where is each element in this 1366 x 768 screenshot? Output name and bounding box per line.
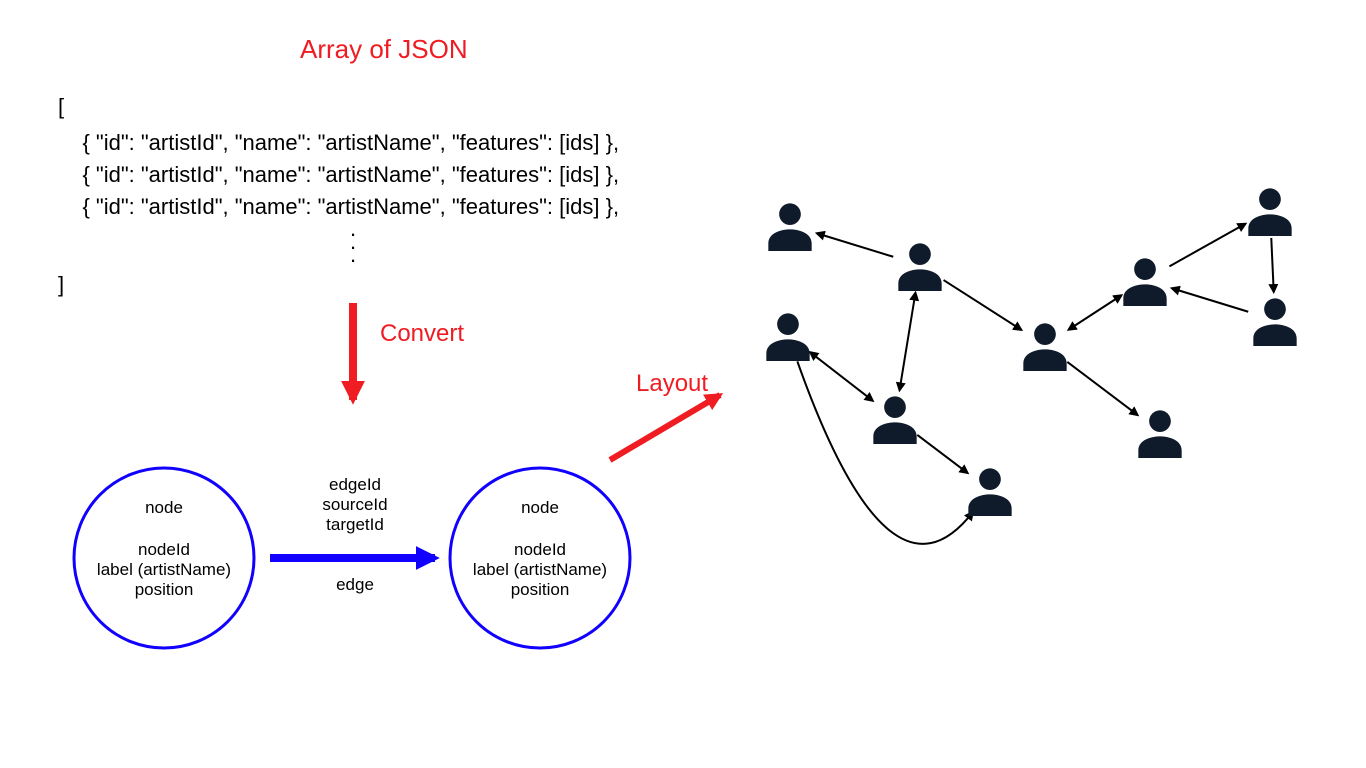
person-icon [968,468,1011,516]
person-icon [768,203,811,251]
person-icon [1023,323,1066,371]
network-edge [810,352,873,401]
network-edge [1068,295,1121,329]
person-icon [1138,410,1181,458]
person-icon [1253,298,1296,346]
person-icon [898,243,941,291]
diagram-svg [0,0,1366,768]
layout-arrow [610,395,720,460]
network-curved-edge [797,361,972,543]
node-right-circle [450,468,630,648]
person-icon [1123,258,1166,306]
person-icon [766,313,809,361]
network-edge [944,280,1022,330]
network-edge [1271,238,1273,292]
person-icon [1248,188,1291,236]
node-left-circle [74,468,254,648]
network-edge [1067,362,1137,415]
network-edge [1169,224,1245,267]
network-edge [900,293,916,391]
person-icon [873,396,916,444]
network-edge [917,435,967,473]
network-edge [1172,288,1248,312]
network-edge [817,233,893,257]
